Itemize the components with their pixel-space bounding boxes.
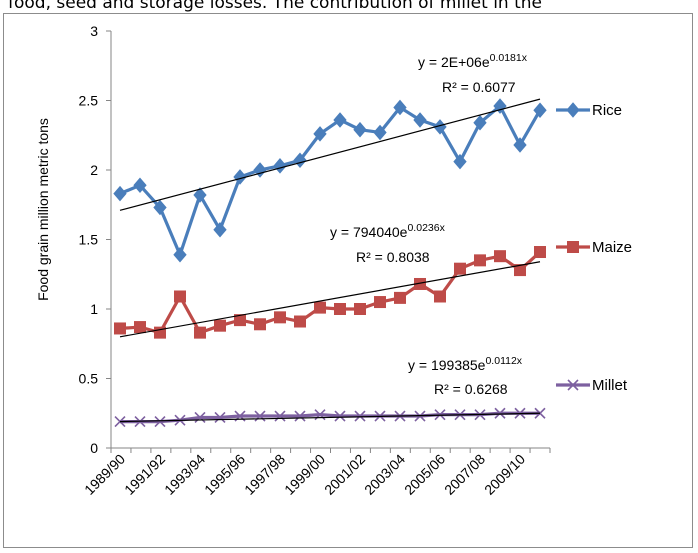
rice-trend-line: [119, 98, 541, 211]
maize-r-squared: R² = 0.8038: [356, 249, 430, 265]
millet-data-point: [274, 410, 286, 422]
rice-data-point: [213, 222, 227, 238]
legend-maize-label: Maize: [592, 239, 632, 256]
maize-data-point: [474, 254, 486, 267]
rice-data-point: [153, 199, 167, 216]
maize-series-line: [119, 250, 542, 335]
maize-data-point: [534, 246, 546, 259]
maize-data-point: [314, 301, 326, 314]
maize-data-point: [394, 291, 406, 304]
x-tick-label: 2003/04: [361, 451, 408, 498]
rice-data-point: [413, 112, 427, 128]
maize-trend-equation: y = 794040e0.0236x: [330, 222, 446, 240]
maize-data-point: [294, 315, 306, 328]
rice-data-point: [533, 102, 547, 118]
y-tick-label: 0.5: [79, 371, 99, 387]
y-tick-label: 2.5: [79, 93, 99, 109]
rice-data-point: [493, 98, 507, 114]
rice-data-point: [133, 177, 147, 194]
chart-frame: [3, 13, 693, 548]
rice-r-squared: R² = 0.6077: [442, 79, 516, 95]
maize-data-point: [374, 296, 386, 309]
millet-data-point: [154, 416, 166, 428]
x-tick-label: 2005/06: [401, 451, 448, 498]
legend-millet-marker: [567, 379, 579, 391]
rice-data-point: [273, 158, 287, 174]
legend-millet-label: Millet: [592, 377, 628, 394]
maize-data-point: [194, 326, 206, 339]
legend-maize-marker: [567, 241, 579, 253]
x-tick-label: 1989/90: [81, 451, 128, 498]
maize-data-point: [234, 314, 246, 327]
x-tick-label: 1993/94: [161, 451, 208, 498]
caption-text: food, seed and storage losses. The contr…: [8, 0, 542, 13]
x-tick-label: 2001/02: [321, 451, 368, 498]
y-tick-label: 0: [90, 440, 98, 456]
rice-data-point: [193, 187, 207, 203]
rice-series-line: [119, 104, 542, 257]
millet-r-squared: R² = 0.6268: [434, 381, 508, 397]
y-tick-label: 3: [90, 23, 98, 39]
millet-data-point: [294, 410, 306, 422]
rice-data-point: [373, 124, 387, 141]
maize-data-point: [514, 264, 526, 277]
maize-data-point: [174, 290, 186, 303]
rice-data-point: [313, 126, 327, 142]
millet-data-point: [354, 410, 366, 422]
maize-data-point: [434, 290, 446, 303]
x-tick-label: 2007/08: [441, 451, 488, 498]
maize-data-point: [494, 250, 506, 263]
rice-data-point: [393, 99, 407, 116]
x-tick-label: 1999/00: [281, 451, 328, 498]
y-tick-label: 2: [90, 162, 98, 178]
maize-data-point: [334, 303, 346, 315]
rice-data-point: [233, 169, 247, 185]
maize-data-point: [274, 311, 286, 324]
maize-data-point: [454, 262, 466, 275]
rice-data-point: [453, 153, 467, 170]
rice-data-point: [473, 114, 487, 131]
rice-trend-equation: y = 2E+06e0.0181x: [418, 52, 528, 70]
rice-data-point: [173, 247, 187, 263]
maize-data-point: [254, 318, 266, 331]
x-tick-label: 2009/10: [481, 451, 528, 498]
maize-trend-line: [119, 261, 541, 338]
y-tick-label: 1: [90, 301, 98, 317]
millet-data-point: [214, 411, 226, 423]
millet-trend-equation: y = 199385e0.0112x: [408, 355, 523, 373]
rice-data-point: [513, 137, 527, 153]
millet-data-point: [334, 410, 346, 422]
x-tick-label: 1997/98: [241, 451, 288, 498]
millet-data-point: [494, 407, 506, 419]
x-tick-label: 1991/92: [121, 451, 168, 498]
maize-data-point: [134, 321, 146, 334]
millet-data-point: [194, 411, 206, 423]
legend-rice-marker: [566, 102, 580, 118]
x-tick-label: 1995/96: [201, 451, 248, 498]
maize-data-point: [214, 319, 226, 332]
maize-data-point: [354, 303, 366, 315]
y-axis-title: Food grain million metric tons: [35, 118, 51, 301]
maize-data-point: [414, 277, 426, 290]
rice-data-point: [333, 112, 347, 128]
rice-data-point: [353, 121, 367, 138]
legend-rice-label: Rice: [592, 102, 622, 119]
rice-data-point: [113, 185, 127, 202]
maize-data-point: [114, 322, 126, 335]
millet-trend-line: [119, 412, 541, 423]
y-tick-label: 1.5: [79, 232, 99, 248]
